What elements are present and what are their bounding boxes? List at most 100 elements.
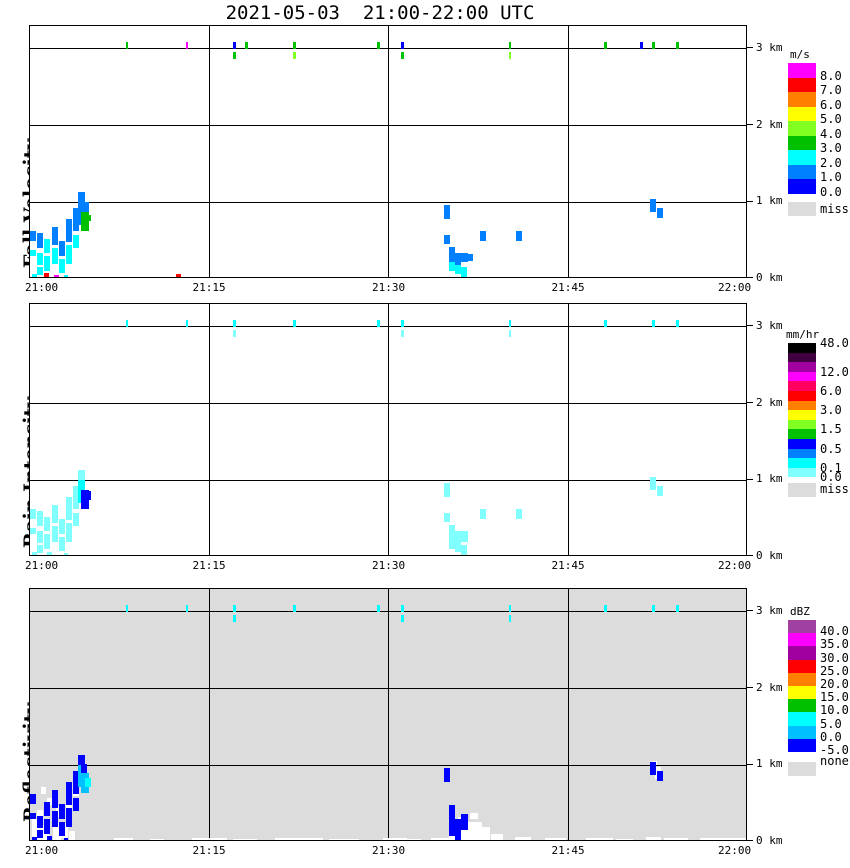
artefact-cell — [233, 52, 237, 59]
artefact-cell — [233, 320, 237, 327]
artefact-cell — [604, 42, 607, 49]
colorbar-swatch — [788, 699, 816, 713]
plot-area-rain-intensity[interactable] — [29, 303, 747, 556]
colorbar-tick-label: 48.0 — [820, 336, 849, 350]
echo-cell — [460, 252, 468, 263]
y-tick-label-3km: 3 km — [756, 41, 783, 54]
echo-cell — [30, 794, 36, 804]
y-tick-label-2km: 2 km — [756, 117, 783, 131]
echo-cell — [32, 552, 38, 555]
echo-cell — [515, 509, 522, 519]
colorbar-tick-label: 1.5 — [820, 422, 842, 437]
y-tick-label-3km: 3 km — [756, 319, 783, 332]
echo-cell — [58, 537, 65, 551]
x-tick-label-21:15: 21:15 — [192, 844, 226, 857]
x-tick-label-21:00: 21:00 — [25, 844, 59, 857]
echo-cell — [51, 526, 58, 542]
colorbar-swatch — [788, 672, 816, 686]
colorbar-swatch — [788, 738, 816, 752]
colorbar-swatch — [788, 362, 816, 372]
artefact-cell — [125, 320, 129, 327]
echo-cell — [85, 214, 91, 221]
gridline-x-21:45 — [567, 589, 569, 840]
no-data-cell — [65, 803, 72, 812]
gridline-x-21:45 — [567, 304, 569, 555]
echo-cell — [44, 272, 50, 277]
x-tick-label-22:00: 22:00 — [718, 281, 752, 294]
artefact-cell — [377, 42, 380, 49]
x-tick-label-21:45: 21:45 — [551, 281, 585, 294]
artefact-cell — [185, 42, 189, 49]
colorbar-missing-swatch — [788, 483, 816, 498]
plot-area-reflectivity[interactable] — [29, 588, 747, 841]
colorbar-swatch — [788, 458, 816, 468]
artefact-cell — [185, 605, 189, 612]
colorbar-tick-label: 3.0 — [820, 141, 842, 155]
echo-cell — [448, 524, 455, 550]
echo-cell — [448, 262, 455, 272]
colorbar-tick-label: -5.0 — [820, 743, 849, 757]
colorbar-tick-label: 1.0 — [820, 170, 842, 184]
no-data-cell — [616, 838, 634, 840]
echo-cell — [37, 511, 44, 527]
echo-cell — [44, 239, 51, 253]
colorbar-swatch — [788, 410, 816, 420]
colorbar-rain-intensity: mm/hr 48.0 12.0 6.0 3.0 1.5 0.5 0.1 0.0 miss — [786, 328, 850, 513]
y-tick-1km — [747, 200, 753, 202]
y-tick-0km — [747, 277, 753, 279]
colorbar-swatch — [788, 352, 816, 363]
echo-cell — [37, 829, 44, 839]
echo-cell — [58, 259, 65, 273]
echo-cell — [58, 240, 65, 256]
gridline-y-3km — [30, 611, 746, 613]
colorbar-swatch — [788, 439, 816, 449]
echo-cell — [81, 211, 89, 232]
colorbar-swatch — [788, 620, 816, 634]
colorbar-tick-label: 5.0 — [820, 716, 842, 731]
echo-cell — [65, 219, 72, 243]
colorbar-swatch — [788, 106, 816, 121]
no-data-cell — [383, 838, 407, 840]
artefact-cell — [640, 42, 643, 49]
colorbar-swatch — [788, 467, 816, 478]
y-tick-3km — [747, 47, 753, 49]
echo-cell — [46, 835, 52, 840]
y-tick-2km — [747, 123, 753, 125]
colorbar-swatch — [788, 646, 816, 660]
colorbar-missing-swatch — [788, 201, 816, 216]
no-data-cell — [275, 838, 324, 840]
no-data-cell — [475, 826, 490, 840]
echo-cell — [77, 200, 86, 226]
echo-cell — [37, 815, 44, 829]
x-tick-label-21:45: 21:45 — [551, 844, 585, 857]
echo-cell — [454, 265, 461, 275]
colorbar-swatch — [788, 391, 816, 401]
echo-cell — [65, 808, 72, 827]
echo-cell — [460, 814, 468, 830]
x-tick-label-21:30: 21:30 — [372, 844, 406, 857]
artefact-cell — [400, 52, 404, 59]
artefact-cell — [233, 42, 237, 49]
colorbar-swatch — [788, 381, 816, 391]
plot-area-fall-velocity[interactable] — [29, 25, 747, 278]
echo-cell — [73, 208, 80, 232]
no-data-cell — [37, 809, 44, 819]
artefact-cell — [400, 320, 404, 327]
colorbar-swatch — [788, 400, 816, 411]
y-tick-label-0km: 0 km — [756, 549, 783, 562]
colorbar-tick-label: 6.0 — [820, 97, 842, 112]
echo-cell — [77, 765, 86, 787]
colorbar-swatch — [788, 121, 816, 136]
colorbar-swatch — [788, 419, 816, 430]
colorbar-missing-label: miss — [820, 201, 849, 216]
x-tick-label-21:15: 21:15 — [192, 559, 226, 572]
echo-cell — [37, 266, 44, 276]
artefact-cell — [604, 605, 607, 612]
colorbar-tick-label: 35.0 — [820, 637, 849, 652]
echo-cell — [37, 544, 44, 554]
artefact-cell — [377, 605, 380, 612]
y-tick-3km — [747, 325, 753, 327]
no-data-cell — [46, 797, 52, 806]
echo-cell — [44, 534, 51, 550]
